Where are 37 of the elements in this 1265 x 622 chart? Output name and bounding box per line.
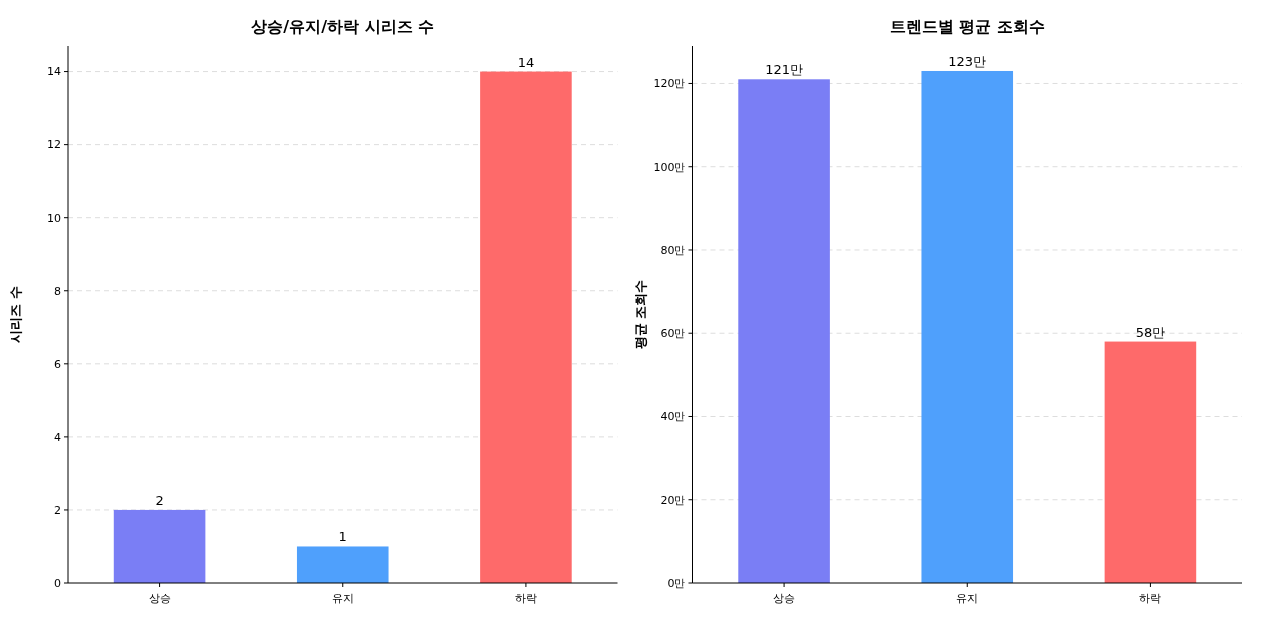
y-tick-label: 4 — [54, 430, 61, 444]
y-tick-label: 2 — [54, 503, 61, 517]
data-label: 1 — [338, 529, 347, 545]
y-tick-label: 40만 — [660, 410, 686, 424]
y-tick-label: 14 — [47, 65, 61, 79]
y-tick-label: 12 — [47, 138, 61, 152]
data-label: 123만 — [948, 53, 987, 69]
data-label: 2 — [155, 492, 164, 508]
data-label: 121만 — [765, 62, 803, 78]
y-tick-label: 6 — [54, 357, 61, 371]
chart-title: 상승/유지/하락 시리즈 수 — [251, 17, 435, 36]
y-tick-label: 100만 — [653, 160, 686, 174]
data-label: 14 — [517, 54, 535, 70]
bar — [480, 71, 572, 583]
y-tick-label: 80만 — [660, 243, 686, 257]
x-tick-label: 유지 — [331, 592, 354, 605]
y-tick-label: 8 — [54, 284, 61, 298]
x-tick-label: 하락 — [514, 592, 537, 605]
chart-title: 트렌드별 평균 조회수 — [889, 17, 1045, 36]
bar — [296, 546, 389, 583]
y-axis-title: 평균 조회수 — [632, 279, 648, 350]
y-tick-label: 10 — [47, 211, 61, 225]
y-tick-label: 0만 — [667, 576, 686, 590]
x-tick-label: 하락 — [1139, 592, 1162, 605]
x-tick-label: 상승 — [773, 592, 796, 605]
data-label: 58만 — [1135, 324, 1166, 340]
y-tick-label: 0 — [54, 576, 61, 590]
y-tick-label: 20만 — [660, 493, 686, 507]
bar — [921, 70, 1014, 583]
bar — [738, 79, 830, 583]
y-tick-label: 120만 — [653, 77, 686, 91]
x-tick-label: 유지 — [956, 592, 979, 605]
y-tick-label: 60만 — [660, 327, 686, 341]
bar — [113, 509, 206, 583]
y-axis-title: 시리즈 수 — [8, 286, 23, 343]
bar — [1104, 341, 1197, 583]
x-tick-label: 상승 — [148, 592, 171, 605]
